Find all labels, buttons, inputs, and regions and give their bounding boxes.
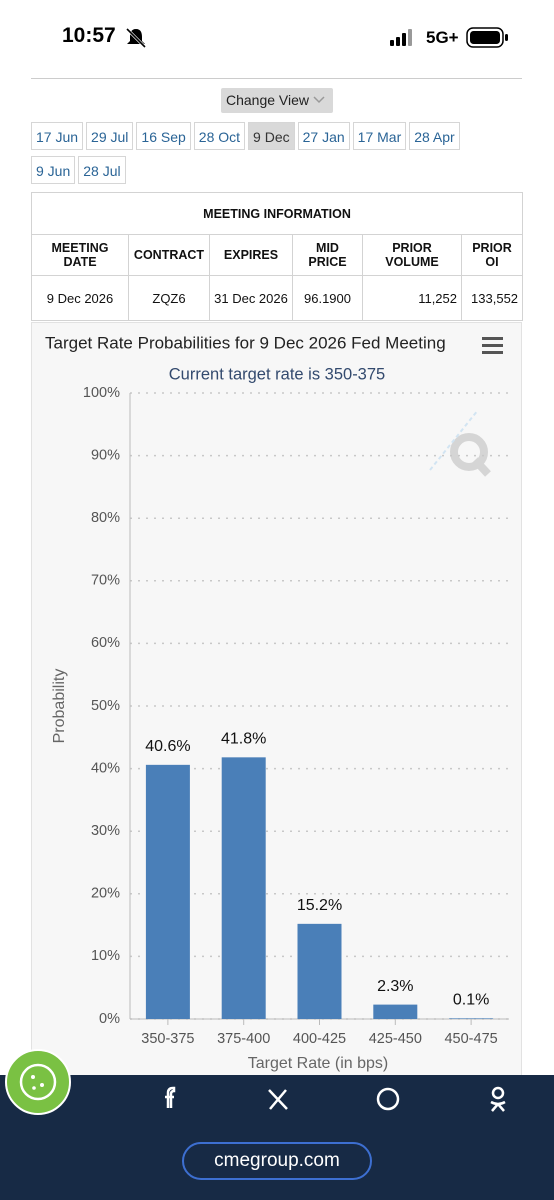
bar [145, 764, 190, 1019]
tab[interactable]: 17 Jun [31, 122, 84, 150]
tab[interactable]: 28 Oct [193, 122, 246, 150]
value-label: 0.1% [453, 992, 489, 1009]
facebook-icon[interactable] [165, 1086, 176, 1108]
table-cell: 11,252 [362, 275, 462, 321]
tab[interactable]: 17 Mar [352, 122, 407, 150]
table-title: MEETING INFORMATION [30, 192, 524, 235]
x-axis-label: Target Rate (in bps) [248, 1055, 389, 1072]
chart: Target Rate Probabilities for 9 Dec 2026… [45, 333, 509, 1072]
value-label: 40.6% [145, 738, 190, 755]
y-tick-label: 100% [83, 385, 120, 401]
y-tick-label: 70% [91, 573, 120, 589]
y-tick-label: 10% [91, 948, 120, 964]
network-label: 5G+ [426, 28, 459, 47]
tab[interactable]: 28 Jul [78, 156, 126, 184]
value-label: 2.3% [377, 978, 413, 995]
header-row: MEETING DATE CONTRACT EXPIRES MID PRICE PRIO… [31, 234, 524, 276]
status-time: 10:57 [62, 24, 116, 47]
title-row: MEETING INFORMATION [30, 192, 524, 235]
bar [449, 1018, 494, 1019]
table-cell: 133,552 [460, 275, 524, 321]
chart-panel [31, 322, 522, 1082]
tab[interactable]: 27 Jan [297, 122, 350, 150]
change-view-button[interactable]: Change View [221, 88, 333, 113]
bar [373, 1004, 418, 1019]
chevron [313, 96, 325, 104]
share-icons [165, 1086, 506, 1112]
y-tick-label: 60% [91, 635, 120, 651]
x-tick-label: 450-475 [444, 1031, 497, 1047]
tab[interactable]: 28 Apr [409, 122, 460, 150]
x-icon[interactable] [268, 1089, 288, 1110]
table-cell: 9 Dec 2026 [31, 275, 129, 321]
chart-title: Target Rate Probabilities for 9 Dec 2026… [45, 333, 446, 352]
y-axis-label: Probability [51, 669, 68, 744]
signal-icon [390, 29, 412, 46]
table-cell: ZQZ6 [128, 275, 210, 321]
column-header: PRIOR VOLUME [362, 234, 462, 276]
table-cell: 96.1900 [292, 275, 363, 321]
y-tick-label: 40% [91, 760, 120, 776]
url-pill[interactable]: cmegroup.com [182, 1142, 372, 1180]
column-header: CONTRACT [128, 234, 210, 276]
x-tick-label: 425-450 [369, 1031, 422, 1047]
y-tick-label: 0% [99, 1011, 120, 1027]
ok-icon[interactable] [490, 1086, 506, 1112]
data-row: 9 Dec 2026 ZQZ6 31 Dec 2026 96.1900 11,252 13… [31, 275, 524, 321]
column-header: PRIOR OI [460, 234, 524, 276]
meeting-table: MEETING INFORMATION MEETING DATE CONTRACT E… [30, 192, 524, 321]
cookie-button[interactable] [4, 1048, 72, 1116]
tab[interactable]: 9 Jun [31, 156, 76, 184]
divider [31, 78, 522, 79]
whatsapp-icon[interactable] [376, 1087, 400, 1111]
meeting-tabs: 17 Jun 29 Jul 16 Sep 28 Oct 9 Dec 27 Jan 17 Ma… [31, 122, 491, 184]
table-cell: 31 Dec 2026 [209, 275, 293, 321]
y-tick-label: 20% [91, 886, 120, 902]
tab[interactable]: 16 Sep [136, 122, 191, 150]
value-label: 41.8% [221, 731, 266, 748]
url-text: cmegroup.com [214, 1150, 340, 1171]
chart-subtitle: Current target rate is 350-375 [169, 365, 385, 383]
tab[interactable]: 9 Dec [248, 122, 295, 150]
bar [297, 923, 342, 1019]
x-tick-label: 375-400 [217, 1031, 270, 1047]
x-tick-label: 400-425 [293, 1031, 346, 1047]
change-view-label: Change View [226, 92, 310, 108]
x-tick-label: 350-375 [141, 1031, 194, 1047]
watermark: ​ [429, 409, 491, 477]
value-label: 15.2% [297, 897, 342, 914]
y-tick-label: 30% [91, 823, 120, 839]
y-tick-label: 90% [91, 447, 120, 463]
y-tick-label: 80% [91, 510, 120, 526]
menu-icon[interactable] [482, 337, 503, 354]
column-header: EXPIRES [209, 234, 293, 276]
y-tick-label: 50% [91, 698, 120, 714]
bar [221, 757, 266, 1019]
mute-icon [125, 27, 147, 49]
tab[interactable]: 29 Jul [86, 122, 134, 150]
battery-icon [466, 27, 508, 48]
